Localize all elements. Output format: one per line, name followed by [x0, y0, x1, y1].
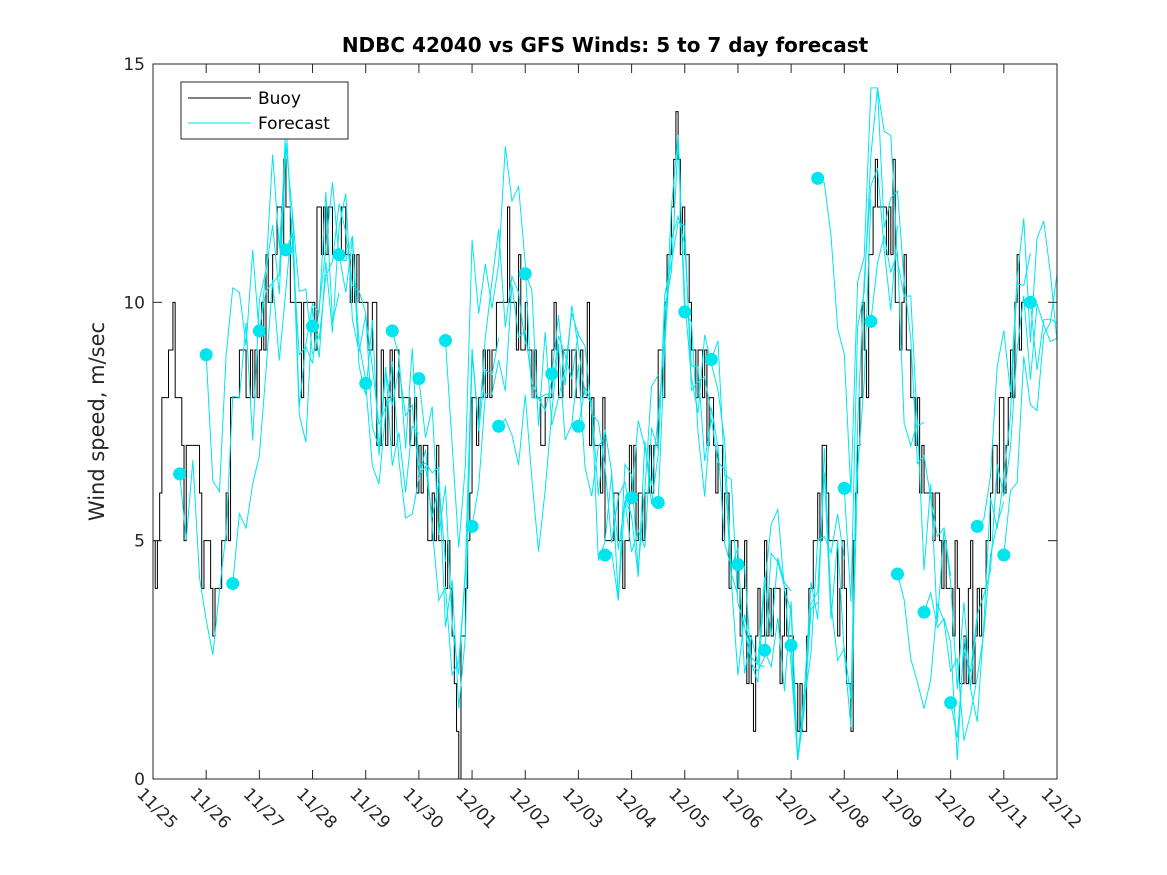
forecast-marker [279, 243, 293, 257]
forecast-marker [678, 305, 692, 319]
forecast-line [764, 199, 872, 760]
legend-forecast-label: Forecast [258, 114, 330, 134]
forecast-line [524, 273, 633, 543]
forecast-marker [438, 333, 452, 347]
forecast-line [923, 252, 1031, 760]
forecast-marker [199, 348, 213, 362]
forecast-marker [465, 519, 479, 533]
forecast-marker [625, 491, 639, 505]
chart-title: NDBC 42040 vs GFS Winds: 5 to 7 day fore… [342, 33, 869, 57]
forecast-marker [173, 467, 187, 481]
forecast-line [790, 167, 898, 760]
forecast-line [498, 343, 606, 552]
forecast-line [285, 193, 393, 443]
forecast-line [870, 235, 978, 690]
forecast-marker [385, 324, 399, 338]
forecast-marker [704, 353, 718, 367]
forecast-line [551, 305, 659, 600]
forecast-line [631, 134, 739, 596]
forecast-line [950, 295, 1058, 738]
forecast-marker [412, 372, 426, 386]
y-tick-label: 15 [123, 55, 145, 75]
forecast-marker [651, 496, 665, 510]
forecast-marker [226, 577, 240, 591]
forecast-marker [492, 419, 506, 433]
forecast-marker [598, 548, 612, 562]
forecast-line [232, 191, 340, 584]
forecast-marker [1023, 295, 1037, 309]
legend-box [180, 81, 349, 140]
forecast-marker [359, 376, 373, 390]
forecast-marker [970, 519, 984, 533]
y-tick-label: 5 [134, 532, 145, 552]
forecast-marker [811, 171, 825, 185]
y-tick-label: 10 [123, 293, 145, 313]
forecast-marker [518, 267, 532, 281]
forecast-marker [545, 367, 559, 381]
forecast-line [312, 203, 420, 493]
forecast-line [1029, 302, 1058, 370]
forecast-line [444, 146, 553, 548]
legend: Buoy Forecast [180, 81, 349, 140]
forecast-marker [784, 639, 798, 653]
forecast-line [737, 514, 845, 760]
forecast-line [179, 150, 287, 656]
forecast-marker [306, 319, 320, 333]
forecast-marker [917, 605, 931, 619]
legend-buoy-label: Buoy [258, 89, 301, 109]
forecast-marker [571, 419, 585, 433]
forecast-marker [864, 314, 878, 328]
forecast-marker [758, 643, 772, 657]
forecast-line [1003, 274, 1058, 556]
forecast-marker [997, 548, 1011, 562]
forecast-marker [944, 696, 958, 710]
y-axis-label: Wind speed, m/sec [85, 322, 109, 521]
forecast-line [338, 239, 446, 562]
forecast-line [657, 214, 765, 676]
forecast-line [684, 311, 792, 674]
forecast-line [418, 229, 526, 675]
plot-border [152, 63, 1058, 780]
forecast-marker [890, 567, 904, 581]
forecast-marker [837, 481, 851, 495]
forecast-line [896, 501, 1005, 741]
forecast-line [391, 330, 500, 709]
forecast-line [365, 361, 473, 677]
forecast-marker [252, 324, 266, 338]
forecast-markers [173, 171, 1037, 710]
forecast-line [976, 218, 1058, 527]
forecast-series [179, 87, 1058, 760]
forecast-marker [332, 248, 346, 262]
y-tick-label: 0 [134, 770, 145, 790]
forecast-marker [731, 558, 745, 571]
forecast-line [843, 87, 952, 602]
